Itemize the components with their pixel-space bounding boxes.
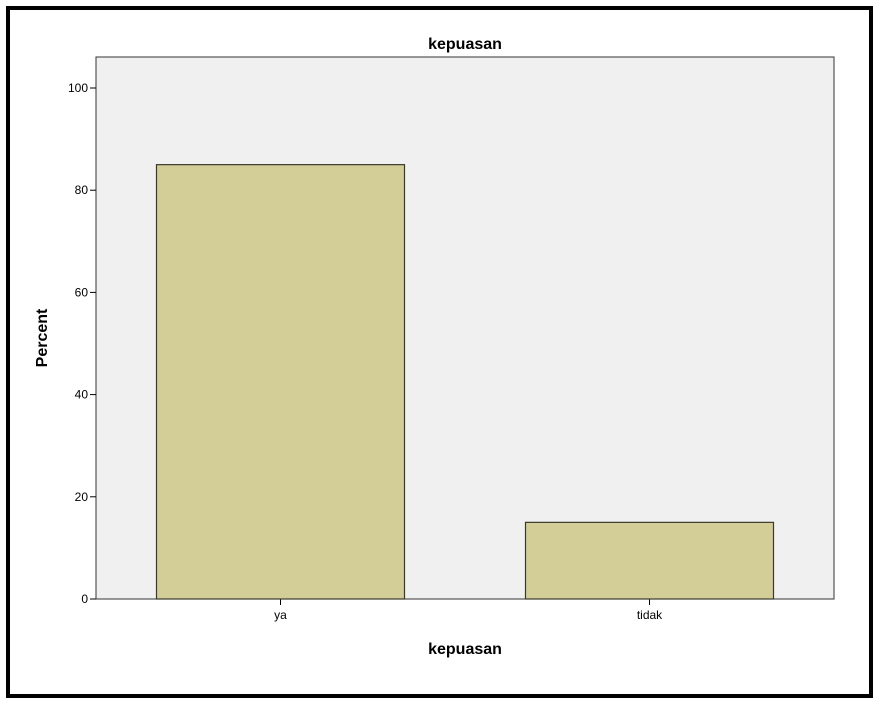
y-axis: 0 20 40 60 80 100 — [68, 81, 96, 606]
x-tick-label: tidak — [637, 608, 663, 622]
bars-group — [155, 164, 775, 600]
x-tick-label: ya — [274, 608, 287, 622]
y-tick-label: 40 — [75, 388, 89, 402]
y-tick-label: 100 — [68, 81, 88, 95]
y-tick-label: 20 — [75, 490, 89, 504]
y-tick-label: 0 — [81, 592, 88, 606]
y-tick-label: 60 — [75, 285, 89, 299]
bar-ya — [155, 164, 406, 600]
chart-frame: kepuasan 0 20 40 60 80 100 ya tidak kepuasan P… — [6, 6, 873, 698]
bar-chart: kepuasan 0 20 40 60 80 100 ya tidak kepuasan P… — [34, 36, 835, 658]
chart-title: kepuasan — [428, 36, 502, 53]
y-axis-title: Percent — [34, 308, 51, 367]
x-axis: ya tidak — [274, 599, 663, 622]
bar-tidak — [524, 521, 775, 600]
y-tick-label: 80 — [75, 183, 89, 197]
x-axis-title: kepuasan — [428, 641, 502, 658]
